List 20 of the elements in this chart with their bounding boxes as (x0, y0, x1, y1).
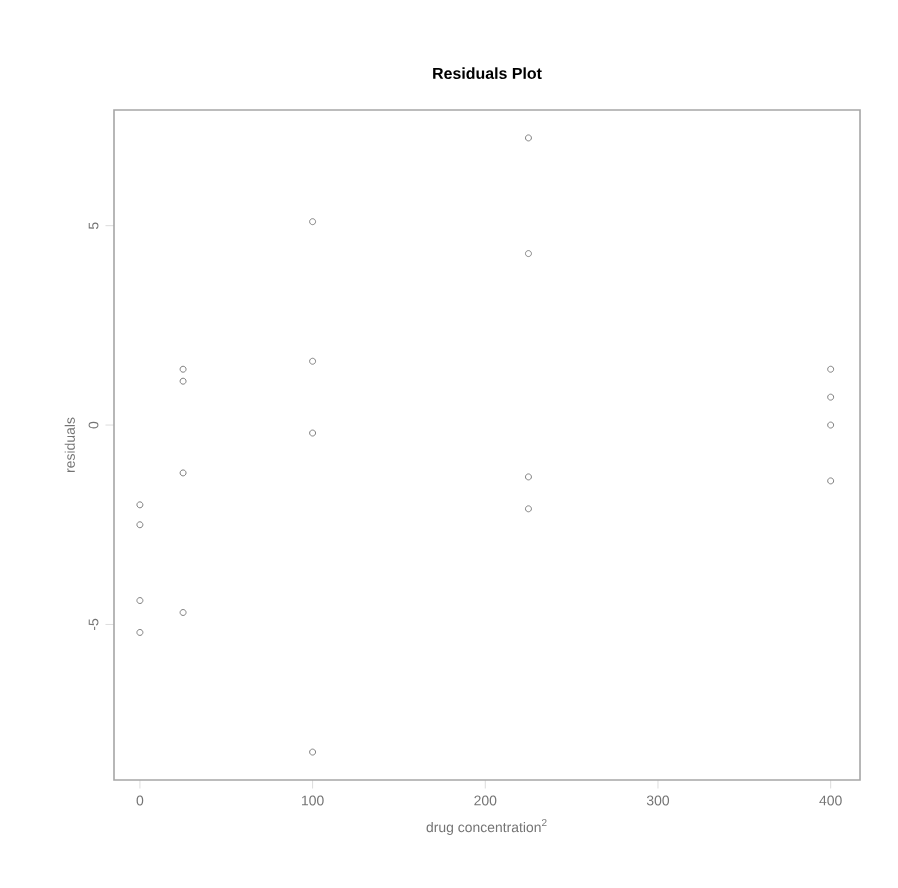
point (179, 365, 187, 373)
point (524, 250, 532, 258)
point (136, 521, 144, 529)
point (136, 501, 144, 509)
point (136, 628, 144, 636)
point (179, 469, 187, 477)
point (309, 357, 317, 365)
point (827, 477, 835, 485)
point (309, 748, 317, 756)
point (136, 597, 144, 605)
point (827, 421, 835, 429)
point (524, 134, 532, 142)
point (179, 609, 187, 616)
point (827, 365, 835, 373)
point (524, 473, 532, 481)
point (309, 218, 317, 226)
point (179, 377, 187, 385)
point (827, 393, 835, 401)
point (309, 429, 317, 437)
point (524, 505, 532, 513)
